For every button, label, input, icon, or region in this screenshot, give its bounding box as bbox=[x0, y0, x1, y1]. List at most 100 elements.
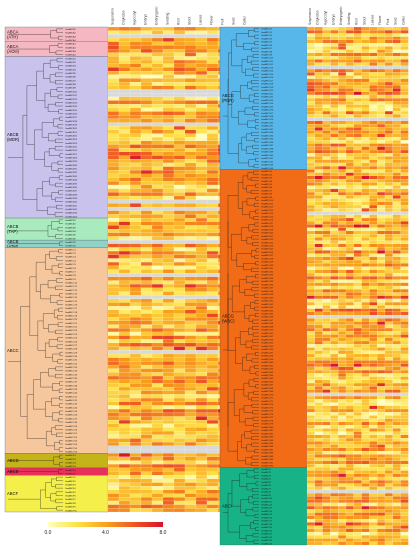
heatmap-cell bbox=[345, 272, 354, 277]
heatmap-cell bbox=[184, 225, 197, 230]
heatmap-cell bbox=[314, 217, 323, 222]
heatmap-cell bbox=[173, 144, 186, 149]
heatmap-cell bbox=[361, 353, 370, 358]
heatmap-cell bbox=[162, 464, 175, 468]
tree-branch bbox=[252, 533, 259, 538]
heatmap-cell bbox=[140, 236, 153, 241]
heatmap-cell bbox=[322, 56, 331, 60]
heatmap-cell bbox=[140, 195, 153, 200]
heatmap-cell bbox=[173, 85, 186, 90]
tree-branch bbox=[57, 315, 63, 320]
heatmap-cell bbox=[353, 256, 362, 261]
heatmap-cell bbox=[206, 456, 219, 461]
heatmap-cell bbox=[345, 412, 354, 416]
heatmap-cell bbox=[195, 291, 208, 296]
heatmap-cell bbox=[384, 149, 393, 154]
heatmap-cell bbox=[338, 230, 347, 235]
heatmap-cell bbox=[184, 265, 197, 270]
heatmap-cell bbox=[322, 101, 331, 105]
heatmap-cell bbox=[345, 36, 354, 41]
heatmap-cell bbox=[369, 253, 378, 257]
heatmap-cell bbox=[206, 107, 219, 112]
heatmap-cell bbox=[400, 350, 409, 355]
heatmap-cell bbox=[345, 438, 354, 442]
heatmap-cell bbox=[330, 143, 339, 147]
heatmap-cell bbox=[377, 315, 386, 319]
heatmap-cell bbox=[392, 65, 401, 70]
heatmap-cell bbox=[330, 33, 339, 37]
heatmap-cell bbox=[353, 480, 362, 484]
heatmap-cell bbox=[206, 416, 219, 421]
heatmap-cell bbox=[306, 217, 315, 222]
heatmap-cell bbox=[107, 56, 120, 61]
heatmap-cell bbox=[107, 225, 120, 230]
heatmap-cell bbox=[330, 363, 339, 367]
heatmap-cell bbox=[314, 408, 323, 413]
heatmap-cell bbox=[184, 203, 197, 208]
heatmap-cell bbox=[129, 133, 142, 138]
heatmap-cell bbox=[400, 311, 409, 316]
heatmap-cell bbox=[118, 357, 131, 362]
heatmap-cell bbox=[392, 376, 401, 380]
heatmap-cell bbox=[377, 56, 386, 60]
heatmap-cell bbox=[377, 408, 386, 413]
heatmap-cell bbox=[369, 266, 378, 270]
heatmap-cell bbox=[118, 331, 131, 336]
heatmap-cell bbox=[314, 227, 323, 232]
heatmap-cell bbox=[384, 331, 393, 335]
heatmap-cell bbox=[107, 284, 120, 288]
gene-label: GmABCG1 bbox=[261, 28, 273, 31]
heatmap-cell bbox=[140, 420, 153, 424]
heatmap-cell bbox=[173, 420, 186, 424]
heatmap-cell bbox=[345, 541, 354, 546]
heatmap-cell bbox=[195, 328, 208, 333]
heatmap-cell bbox=[384, 425, 393, 429]
heatmap-cell bbox=[184, 390, 197, 395]
gene-label: GmABCC25 bbox=[65, 337, 78, 340]
tree-branch bbox=[56, 506, 63, 511]
heatmap-cell bbox=[118, 401, 131, 406]
heatmap-cell bbox=[206, 409, 219, 413]
heatmap-cell bbox=[314, 298, 323, 303]
heatmap-cell bbox=[306, 425, 315, 429]
heatmap-cell bbox=[392, 328, 401, 332]
heatmap-cell bbox=[151, 48, 164, 53]
heatmap-cell bbox=[330, 30, 339, 34]
heatmap-cell bbox=[206, 162, 219, 167]
heatmap-cell bbox=[151, 298, 164, 303]
heatmap-cell bbox=[338, 104, 347, 108]
heatmap-cell bbox=[206, 218, 219, 222]
gene-label: GmABCG85 bbox=[261, 442, 274, 445]
heatmap-cell bbox=[338, 282, 347, 287]
heatmap-cell bbox=[345, 72, 354, 76]
heatmap-cell bbox=[322, 331, 331, 335]
heatmap-cell bbox=[129, 60, 142, 64]
heatmap-cell bbox=[384, 528, 393, 533]
heatmap-cell bbox=[173, 324, 186, 329]
heatmap-cell bbox=[392, 425, 401, 429]
heatmap-cell bbox=[140, 137, 153, 141]
heatmap-cell bbox=[353, 340, 362, 345]
heatmap-cell bbox=[384, 169, 393, 173]
tree-branch bbox=[252, 488, 259, 492]
heatmap-cell bbox=[206, 214, 219, 219]
heatmap-cell bbox=[140, 181, 153, 186]
heatmap-cell bbox=[184, 445, 197, 450]
heatmap-cell bbox=[384, 285, 393, 290]
heatmap-cell bbox=[129, 254, 142, 259]
gene-label: GmABCF8 bbox=[65, 502, 76, 505]
heatmap-cell bbox=[361, 408, 370, 413]
heatmap-cell bbox=[384, 366, 393, 371]
heatmap-cell bbox=[345, 269, 354, 274]
heatmap-cell bbox=[338, 396, 347, 400]
tree-branch bbox=[252, 326, 259, 330]
heatmap-cell bbox=[314, 107, 323, 112]
heatmap-cell bbox=[361, 370, 370, 374]
heatmap-cell bbox=[392, 159, 401, 164]
heatmap-cell bbox=[306, 402, 315, 406]
heatmap-cell bbox=[306, 486, 315, 491]
tree-branch bbox=[51, 265, 60, 274]
gene-label: GmABCC30 bbox=[65, 355, 78, 358]
heatmap-cell bbox=[400, 269, 409, 274]
heatmap-cell bbox=[322, 528, 331, 533]
